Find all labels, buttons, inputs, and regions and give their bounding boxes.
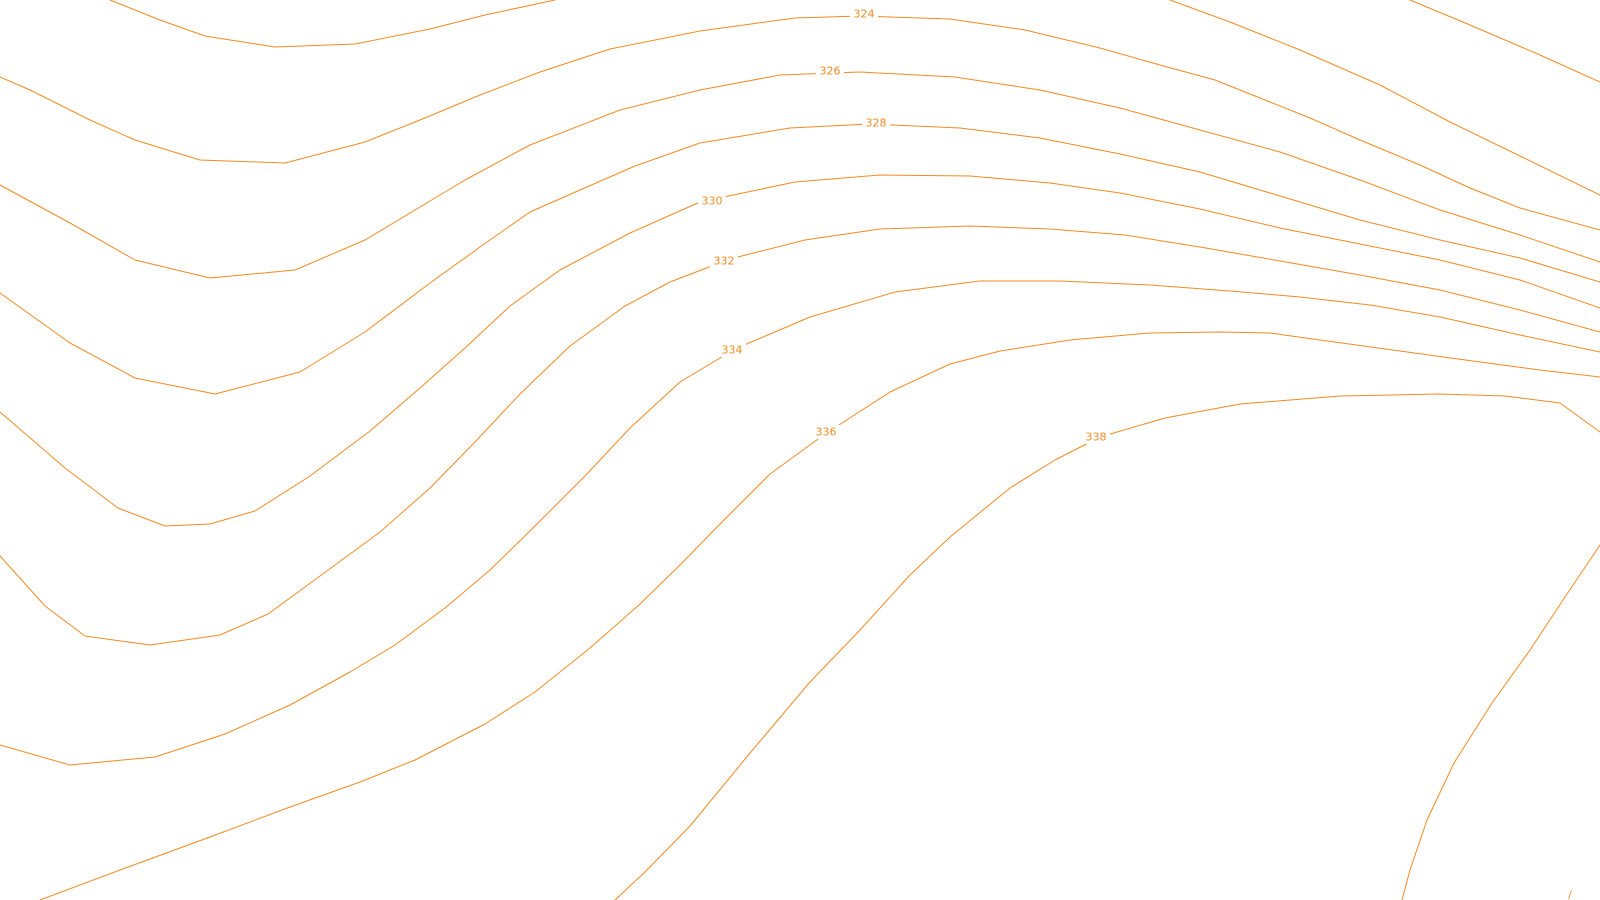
- contour-line-320-right: [1409, 0, 1600, 83]
- contour-line-326: [0, 71, 1600, 279]
- contour-label-324-group: 324: [850, 7, 878, 21]
- contour-line-322-left: [109, 0, 556, 48]
- contour-label-336-group: 336: [812, 425, 840, 439]
- contour-line-322-right: [1169, 0, 1600, 196]
- contour-label-328: 328: [866, 117, 887, 130]
- contour-label-330: 330: [702, 195, 723, 208]
- contour-label-324: 324: [854, 8, 875, 21]
- contour-label-334: 334: [722, 344, 743, 357]
- contour-line-328: [0, 123, 1600, 395]
- contour-label-326-group: 326: [816, 64, 844, 78]
- contour-line-338: [614, 393, 1600, 900]
- contour-label-338-group: 338: [1082, 430, 1110, 444]
- contour-label-328-group: 328: [862, 116, 890, 130]
- contour-line-334: [0, 280, 1600, 766]
- contour-label-338: 338: [1086, 431, 1107, 444]
- contour-label-332-group: 332: [710, 254, 738, 268]
- contour-label-336: 336: [816, 426, 837, 439]
- contour-label-326: 326: [820, 65, 841, 78]
- contour-label-334-group: 334: [718, 343, 746, 357]
- contour-line-336: [39, 331, 1600, 900]
- contour-line-332: [0, 225, 1600, 646]
- contour-line-340-right: [1401, 544, 1600, 900]
- corner-mark: /: [1568, 889, 1572, 900]
- contour-line-324: [0, 15, 1600, 231]
- contour-label-330-group: 330: [698, 194, 726, 208]
- contour-line-330: [0, 174, 1600, 527]
- contour-label-332: 332: [714, 255, 735, 268]
